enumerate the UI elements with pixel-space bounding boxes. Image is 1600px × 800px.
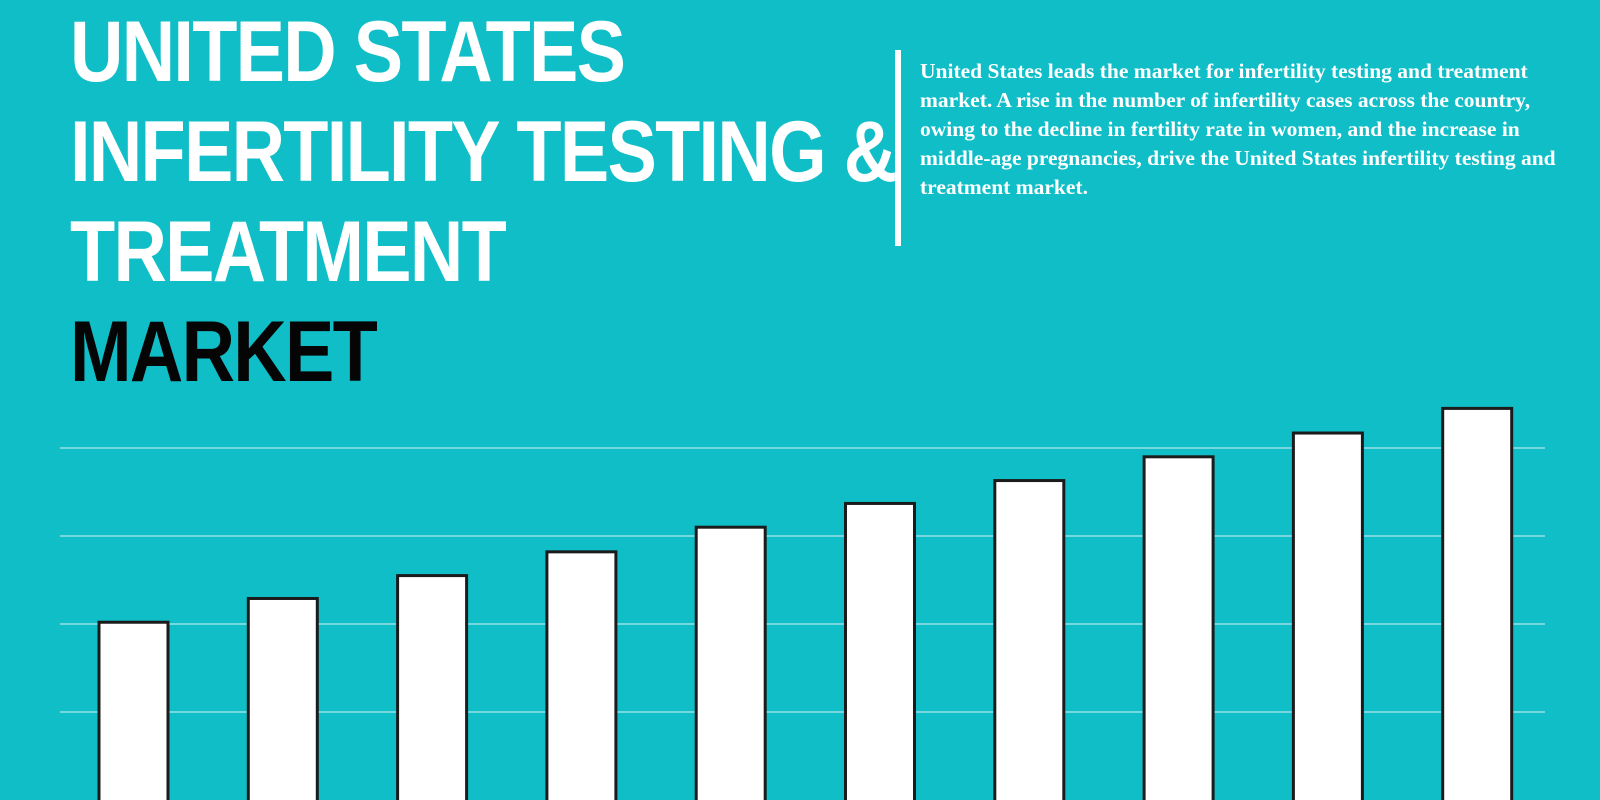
title-line-1: UNITED STATES [70, 4, 626, 100]
bar-3 [396, 574, 469, 800]
bar-6 [844, 501, 916, 800]
bar-7 [993, 479, 1066, 800]
vertical-divider [895, 50, 901, 246]
bar-4 [545, 550, 618, 800]
title-line-accent: MARKET [70, 304, 378, 400]
bar-2 [246, 596, 319, 800]
bar-8 [1142, 455, 1215, 800]
bar-layer [97, 406, 1514, 800]
bar-10 [1441, 406, 1514, 800]
market-description: United States leads the market for infer… [920, 59, 1556, 199]
title-line-3: TREATMENT [70, 204, 507, 300]
bar-5 [694, 525, 767, 800]
title-block: UNITED STATES INFERTILITY TESTING & TREA… [70, 2, 897, 402]
bar-9 [1291, 431, 1364, 800]
bar-1 [97, 620, 170, 800]
